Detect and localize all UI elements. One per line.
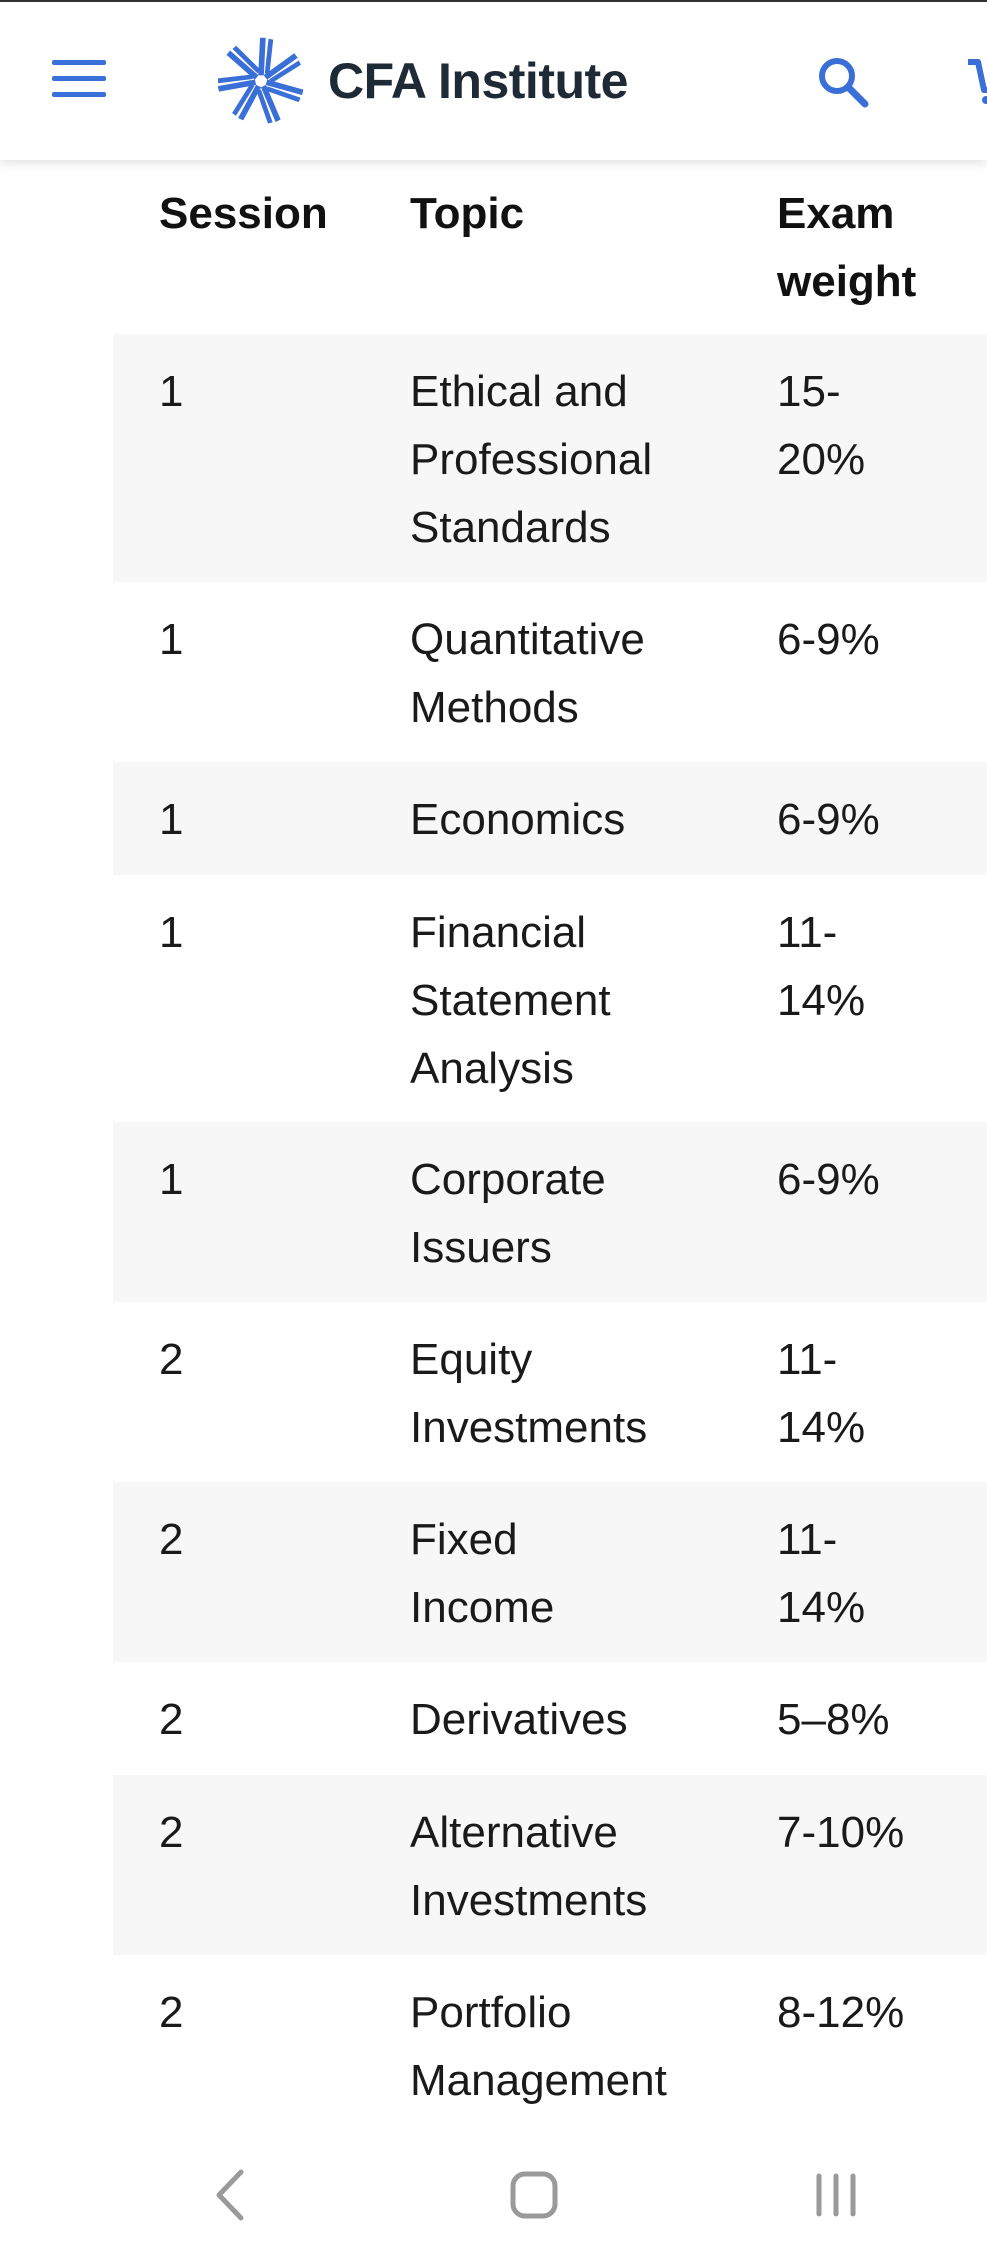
session-cell: 2 xyxy=(159,1808,184,1857)
topic-cell: Economics xyxy=(410,795,626,844)
weight-cell: 6-9% xyxy=(777,615,880,664)
topic-cell: Ethical and Professional Standards xyxy=(410,367,653,552)
table-row: 1 Corporate Issuers 6-9% xyxy=(113,1122,987,1302)
site-header: CFA Institute xyxy=(0,0,987,160)
table-row: 2 Alternative Investments 7-10% xyxy=(113,1775,987,1955)
topic-cell: Alternative Investments xyxy=(410,1808,648,1925)
brand-logo[interactable]: CFA Institute xyxy=(214,34,628,128)
session-cell: 1 xyxy=(159,1155,184,1204)
weight-cell: 11-14% xyxy=(777,908,866,1025)
home-icon[interactable] xyxy=(499,2160,569,2230)
weight-cell: 11-14% xyxy=(777,1335,866,1452)
cart-icon[interactable] xyxy=(966,54,987,110)
session-cell: 1 xyxy=(159,908,184,957)
header-topic: Topic xyxy=(410,189,525,238)
weight-cell: 6-9% xyxy=(777,1155,880,1204)
table-row: 1 Economics 6-9% xyxy=(113,762,987,875)
topic-cell: Fixed Income xyxy=(410,1515,555,1632)
session-cell: 1 xyxy=(159,615,184,664)
table-row: 2 Portfolio Management 8-12% xyxy=(113,1955,987,2135)
topic-cell: Derivatives xyxy=(410,1695,628,1744)
session-cell: 2 xyxy=(159,1335,184,1384)
session-cell: 2 xyxy=(159,1695,184,1744)
topic-cell: Corporate Issuers xyxy=(410,1155,606,1272)
weight-cell: 6-9% xyxy=(777,795,880,844)
session-cell: 2 xyxy=(159,1988,184,2037)
table-row: 2 Fixed Income 11-14% xyxy=(113,1482,987,1662)
topic-cell: Equity Investments xyxy=(410,1335,648,1452)
weight-cell: 5–8% xyxy=(777,1695,890,1744)
table-row: 1 Financial Statement Analysis 11-14% xyxy=(113,875,987,1122)
cfa-logo-icon xyxy=(216,37,304,126)
header-exam-weight: Exam weight xyxy=(777,189,917,306)
weight-cell: 15-20% xyxy=(777,367,866,484)
brand-name: CFA Institute xyxy=(328,53,628,109)
session-cell: 2 xyxy=(159,1515,184,1564)
topic-cell: Financial Statement Analysis xyxy=(410,908,611,1093)
weight-cell: 8-12% xyxy=(777,1988,905,2037)
table-row: 1 Quantitative Methods 6-9% xyxy=(113,582,987,762)
table-row: 2 Derivatives 5–8% xyxy=(113,1662,987,1775)
header-session: Session xyxy=(159,189,328,238)
table-row: 1 Ethical and Professional Standards 15-… xyxy=(113,334,987,582)
recents-icon[interactable] xyxy=(801,2160,871,2230)
search-icon[interactable] xyxy=(815,54,871,110)
weight-cell: 11-14% xyxy=(777,1515,866,1632)
weight-cell: 7-10% xyxy=(777,1808,905,1857)
table-row: 2 Equity Investments 11-14% xyxy=(113,1302,987,1482)
system-nav-bar xyxy=(0,2130,987,2260)
back-icon[interactable] xyxy=(197,2160,267,2230)
topic-cell: Portfolio Management xyxy=(410,1988,667,2105)
exam-weight-table: Session Topic Exam weight 1 Ethical and … xyxy=(113,158,987,2135)
session-cell: 1 xyxy=(159,367,184,416)
table-header: Session Topic Exam weight xyxy=(113,158,987,334)
session-cell: 1 xyxy=(159,795,184,844)
topic-cell: Quantitative Methods xyxy=(410,615,645,732)
hamburger-menu-icon[interactable] xyxy=(52,60,106,98)
